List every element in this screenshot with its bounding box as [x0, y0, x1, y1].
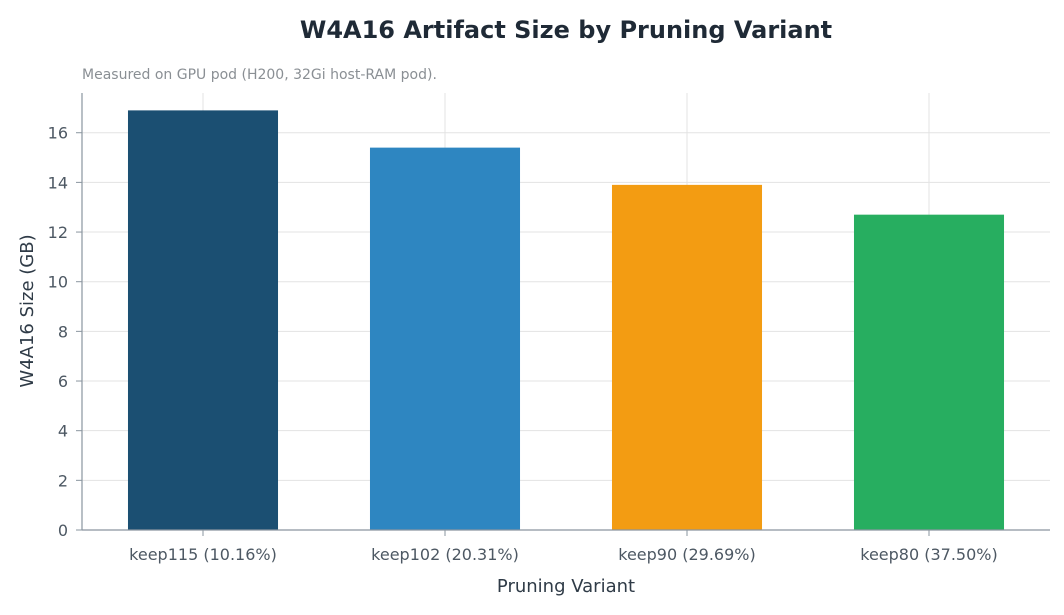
y-tick-label: 0 — [58, 521, 68, 540]
y-tick-label: 14 — [48, 173, 68, 192]
y-tick-label: 2 — [58, 471, 68, 490]
chart-subtitle: Measured on GPU pod (H200, 32Gi host-RAM… — [82, 67, 437, 83]
x-tick-label: keep90 (29.69%) — [618, 545, 755, 564]
bar-4 — [853, 214, 1005, 530]
x-ticks: keep115 (10.16%) keep102 (20.31%) keep90 (… — [129, 530, 998, 564]
y-tick-label: 12 — [48, 223, 68, 242]
y-tick-label: 8 — [58, 322, 68, 341]
y-tick-label: 10 — [48, 273, 68, 292]
x-axis-label: Pruning Variant — [497, 576, 635, 597]
y-tick-label: 6 — [58, 372, 68, 391]
bars — [127, 110, 1005, 531]
x-tick-label: keep102 (20.31%) — [371, 545, 519, 564]
chart-title: W4A16 Artifact Size by Pruning Variant — [300, 16, 832, 44]
y-ticks: 0 2 4 6 8 10 12 14 16 — [48, 124, 82, 540]
bar-2 — [369, 147, 521, 530]
y-tick-label: 16 — [48, 124, 68, 143]
y-axis-label: W4A16 Size (GB) — [17, 234, 38, 387]
x-tick-label: keep80 (37.50%) — [860, 545, 997, 564]
bar-3 — [611, 184, 763, 530]
x-tick-label: keep115 (10.16%) — [129, 545, 277, 564]
axes — [81, 93, 1050, 531]
bar-1 — [127, 110, 279, 531]
y-tick-label: 4 — [58, 422, 68, 441]
